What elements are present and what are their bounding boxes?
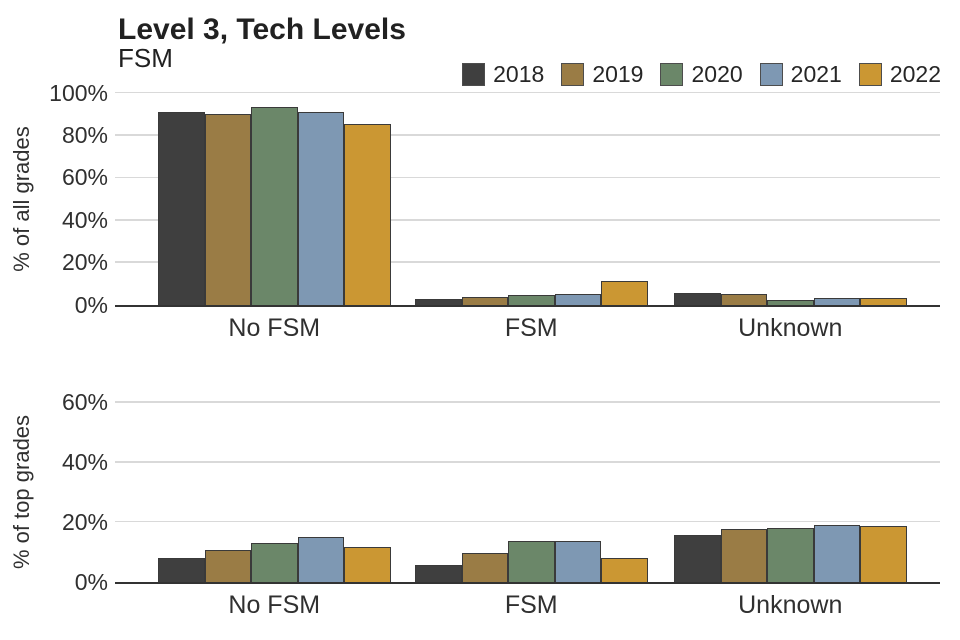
ytick-label-bottom-40: 40% (61, 448, 108, 475)
legend-item-2018: 2018 (462, 61, 544, 88)
bar-2018-no-fsm (158, 557, 205, 582)
bar-2022-fsm (601, 557, 648, 582)
bar-2021-fsm (554, 541, 601, 582)
x-category-label-bottom-unknown: Unknown (738, 590, 843, 619)
bar-2022-unknown (860, 298, 907, 305)
bar-2021-fsm (554, 293, 601, 305)
bar-2020-unknown (767, 300, 814, 305)
bar-2018-fsm (415, 299, 462, 305)
ytick-label-bottom-20: 20% (61, 508, 108, 535)
gridline-20 (115, 261, 940, 263)
plot-area-top (115, 82, 940, 307)
gridline-80 (115, 134, 940, 136)
bar-2020-fsm (508, 294, 555, 305)
bar-2020-fsm (508, 541, 555, 582)
x-category-label-top-no-fsm: No FSM (228, 313, 321, 342)
bar-2020-no-fsm (251, 542, 298, 582)
ytick-label-bottom-60: 60% (61, 388, 108, 415)
bar-2020-no-fsm (251, 107, 298, 305)
bar-2019-unknown (720, 529, 767, 582)
ytick-label-top-100: 100% (49, 79, 108, 106)
bar-2018-fsm (415, 565, 462, 582)
gridline-40 (115, 461, 940, 463)
ytick-label-top-80: 80% (61, 121, 108, 148)
bar-2019-no-fsm (204, 550, 251, 582)
legend-item-2020: 2020 (660, 61, 743, 88)
bar-group-fsm (415, 541, 648, 582)
bar-group-no-fsm (158, 107, 391, 305)
legend-swatch-2021 (759, 63, 783, 86)
ytick-label-bottom-0: 0% (74, 568, 108, 595)
bar-2021-no-fsm (297, 111, 344, 305)
legend-item-2019: 2019 (561, 61, 643, 88)
bar-2019-fsm (461, 553, 508, 582)
chart-title: Level 3, Tech Levels (118, 13, 406, 46)
bar-group-fsm (415, 281, 648, 305)
x-category-label-bottom-fsm: FSM (504, 590, 558, 619)
bar-2021-unknown (813, 298, 860, 305)
legend-label: 2022 (889, 61, 941, 87)
bar-2019-fsm (461, 297, 508, 305)
bar-group-unknown (674, 524, 907, 582)
legend-label: 2019 (592, 61, 644, 87)
bar-2021-no-fsm (297, 536, 344, 582)
y-axis-title-top: % of all grades (9, 126, 34, 273)
bar-2020-unknown (767, 527, 814, 582)
bar-2022-unknown (860, 526, 907, 582)
ytick-label-top-40: 40% (61, 206, 108, 233)
gridline-100 (115, 91, 940, 94)
legend-swatch-2020 (660, 63, 684, 86)
bar-2019-no-fsm (204, 113, 251, 305)
bar-2018-unknown (674, 292, 721, 305)
x-category-label-top-fsm: FSM (504, 313, 558, 342)
bar-2021-unknown (813, 524, 860, 582)
legend-item-2021: 2021 (759, 61, 842, 88)
bar-2018-unknown (674, 535, 721, 582)
bar-2022-fsm (601, 281, 648, 305)
legend-swatch-2022 (858, 63, 882, 86)
ytick-label-top-60: 60% (61, 164, 108, 191)
gridline-60 (115, 401, 940, 403)
bar-group-no-fsm (158, 536, 391, 582)
x-category-label-bottom-no-fsm: No FSM (228, 590, 321, 619)
legend-label: 2020 (691, 61, 743, 87)
legend-label: 2021 (790, 61, 842, 87)
chart-subtitle: FSM (118, 43, 173, 73)
gridline-60 (115, 176, 940, 179)
gridline-20 (115, 520, 940, 523)
legend-swatch-2019 (561, 63, 585, 86)
bar-2022-no-fsm (344, 124, 391, 305)
bar-2018-no-fsm (158, 111, 205, 305)
gridline-40 (115, 219, 940, 221)
ytick-label-top-20: 20% (61, 249, 108, 276)
bar-2022-no-fsm (344, 547, 391, 582)
legend: 2018 2019 2020 2021 2022 (462, 61, 941, 88)
legend-item-2022: 2022 (858, 61, 941, 88)
bar-group-unknown (674, 292, 907, 305)
legend-label: 2018 (493, 61, 545, 87)
ytick-label-top-0: 0% (74, 291, 108, 318)
y-axis-title-bottom: % of top grades (9, 414, 34, 569)
x-category-label-top-unknown: Unknown (738, 313, 843, 342)
legend-swatch-2018 (462, 63, 486, 86)
plot-area-bottom (115, 390, 940, 584)
bar-2019-unknown (720, 293, 767, 305)
